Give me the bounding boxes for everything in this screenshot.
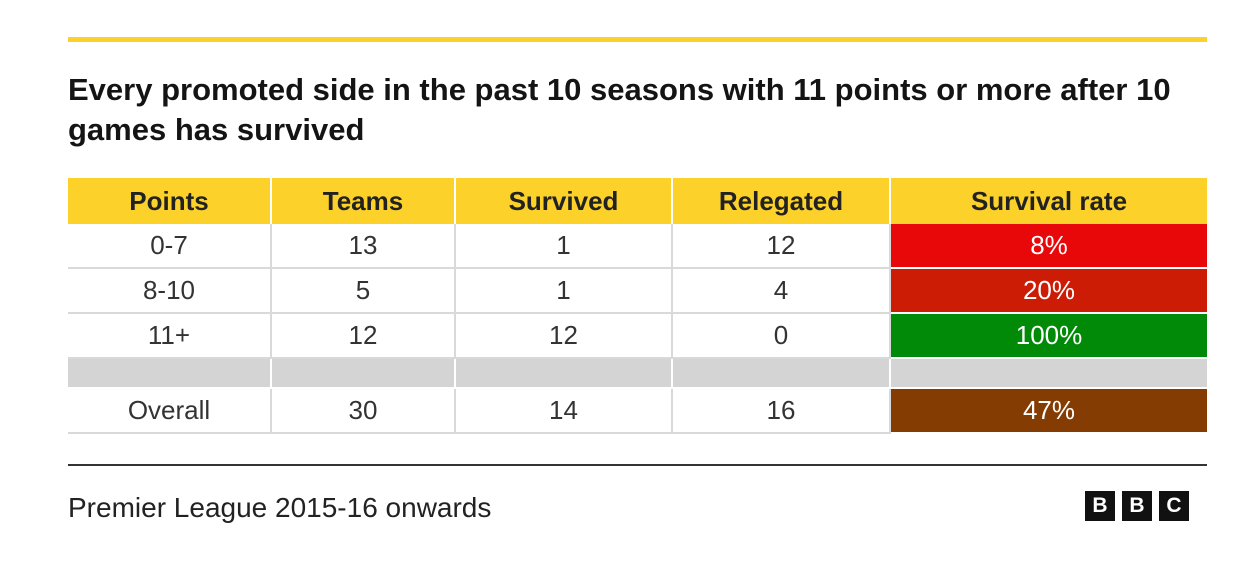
cell-survival-rate: 20% [890,268,1207,314]
cell-survival-rate: 8% [890,224,1207,269]
survival-table: Points Teams Survived Relegated Survival… [68,178,1207,434]
cell-teams: 30 [271,388,456,434]
top-accent-rule [68,37,1207,42]
bottom-rule [68,464,1207,466]
cell-points: 11+ [68,313,272,359]
spacer-cell [672,358,891,389]
spacer-cell [455,358,673,389]
cell-teams: 13 [271,224,456,269]
cell-survived: 12 [455,313,673,359]
cell-survival-rate: 100% [890,313,1207,359]
cell-relegated: 4 [672,268,891,314]
cell-relegated: 0 [672,313,891,359]
cell-teams: 5 [271,268,456,314]
logo-letter: B [1085,491,1115,521]
cell-survived: 1 [455,224,673,269]
column-header-survival-rate: Survival rate [890,178,1207,224]
logo-letter: B [1122,491,1152,521]
spacer-cell [68,358,272,389]
source-note: Premier League 2015-16 onwards [68,492,492,523]
cell-relegated: 12 [672,224,891,269]
cell-teams: 12 [271,313,456,359]
table-row-11-plus: 11+ 12 12 0 100% [68,313,1207,359]
spacer-cell [890,358,1207,389]
column-header-teams: Teams [271,178,456,224]
logo-letter: C [1159,491,1189,521]
column-header-points: Points [68,178,272,224]
survival-table-container: Points Teams Survived Relegated Survival… [68,178,1207,434]
table-row-8-10: 8-10 5 1 4 20% [68,268,1207,314]
bbc-logo: B B C [1085,491,1189,521]
cell-survival-rate: 47% [890,388,1207,434]
chart-title: Every promoted side in the past 10 seaso… [68,72,1171,147]
cell-survived: 1 [455,268,673,314]
column-header-survived: Survived [455,178,673,224]
cell-points: 8-10 [68,268,272,314]
header-row: Points Teams Survived Relegated Survival… [68,178,1207,224]
cell-points: Overall [68,388,272,434]
spacer-row [68,358,1207,389]
table-row-0-7: 0-7 13 1 12 8% [68,224,1207,269]
table-row-overall: Overall 30 14 16 47% [68,388,1207,434]
spacer-cell [271,358,456,389]
column-header-relegated: Relegated [672,178,891,224]
cell-relegated: 16 [672,388,891,434]
cell-survived: 14 [455,388,673,434]
cell-points: 0-7 [68,224,272,269]
